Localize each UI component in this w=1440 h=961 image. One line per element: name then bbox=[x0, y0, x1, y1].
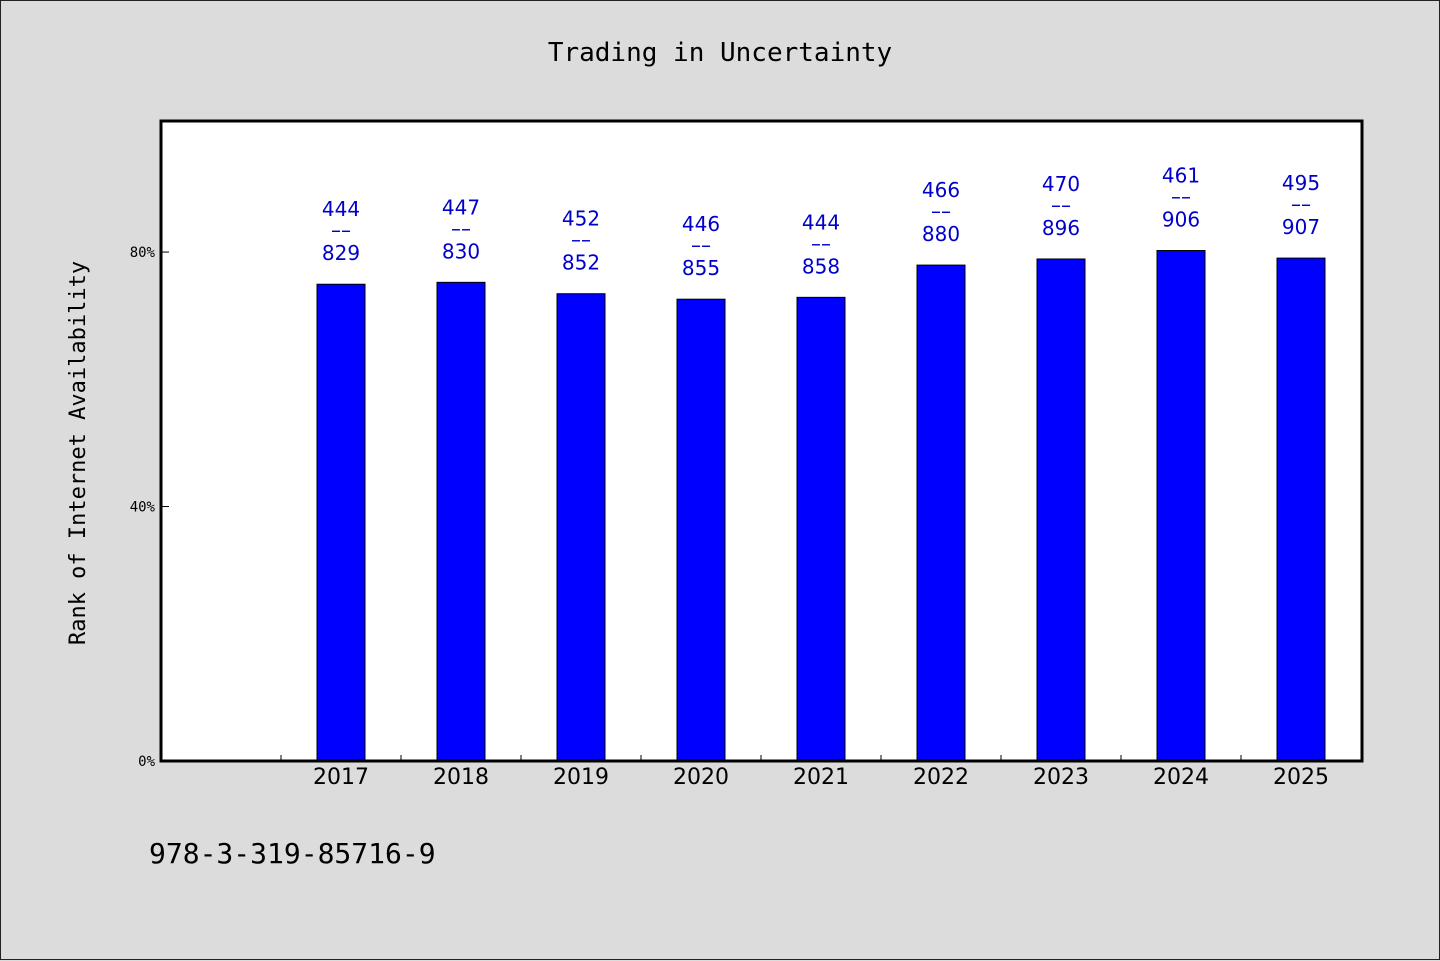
data-label-separator-2021: –– bbox=[811, 231, 831, 255]
x-tick-label-2019: 2019 bbox=[553, 765, 609, 790]
chart-title: Trading in Uncertainty bbox=[548, 38, 892, 68]
bar-2017 bbox=[316, 283, 366, 762]
bar-2022 bbox=[916, 264, 966, 762]
x-tick-label-2021: 2021 bbox=[793, 765, 849, 790]
y-tick-label-40%: 40% bbox=[130, 500, 156, 516]
data-label-bottom-2019: 852 bbox=[562, 251, 600, 275]
x-tick-label-2023: 2023 bbox=[1033, 765, 1089, 790]
data-label-top-2023: 470 bbox=[1042, 172, 1080, 196]
data-label-top-2018: 447 bbox=[442, 195, 480, 219]
data-label-top-2020: 446 bbox=[682, 212, 720, 236]
data-label-bottom-2025: 907 bbox=[1282, 215, 1320, 239]
data-label-bottom-2018: 830 bbox=[442, 239, 480, 263]
bar-2024 bbox=[1156, 250, 1206, 762]
bar-2019 bbox=[556, 293, 606, 762]
bar-2021 bbox=[796, 296, 846, 762]
data-label-top-2017: 444 bbox=[322, 197, 360, 221]
data-label-bottom-2021: 858 bbox=[802, 254, 840, 278]
data-label-bottom-2023: 896 bbox=[1042, 216, 1080, 240]
x-tick-label-2018: 2018 bbox=[433, 765, 489, 790]
data-label-separator-2023: –– bbox=[1051, 193, 1071, 217]
y-tick-label-0%: 0% bbox=[138, 754, 155, 770]
bar-2020 bbox=[676, 298, 726, 762]
data-label-separator-2019: –– bbox=[571, 228, 591, 252]
y-tick-label-80%: 80% bbox=[130, 245, 156, 261]
data-label-bottom-2020: 855 bbox=[682, 256, 720, 280]
bar-2025 bbox=[1276, 257, 1326, 762]
data-label-separator-2024: –– bbox=[1171, 185, 1191, 209]
x-tick-label-2024: 2024 bbox=[1153, 765, 1209, 790]
data-label-top-2022: 466 bbox=[922, 178, 960, 202]
data-label-separator-2025: –– bbox=[1291, 192, 1311, 216]
data-labels-group: 444––829447––830452––852446––855444––858… bbox=[322, 164, 1320, 281]
x-tick-label-2025: 2025 bbox=[1273, 765, 1329, 790]
bar-2023 bbox=[1036, 258, 1086, 762]
x-tick-label-2020: 2020 bbox=[673, 765, 729, 790]
bar-2018 bbox=[436, 281, 486, 762]
x-axis: 2017 2018 2019 2020 2021 2022 2023 2024 2025 bbox=[280, 755, 1362, 790]
data-label-top-2019: 452 bbox=[562, 207, 600, 231]
data-label-separator-2022: –– bbox=[931, 199, 951, 223]
isbn-text: 978-3-319-85716-9 bbox=[149, 837, 436, 870]
y-axis-label: Rank of Internet Availability bbox=[66, 261, 91, 645]
data-label-top-2025: 495 bbox=[1282, 171, 1320, 195]
data-label-bottom-2024: 906 bbox=[1162, 208, 1200, 232]
bars-group bbox=[316, 250, 1326, 762]
data-label-separator-2020: –– bbox=[691, 233, 711, 257]
data-label-top-2024: 461 bbox=[1162, 164, 1200, 188]
x-tick-label-2017: 2017 bbox=[313, 765, 369, 790]
data-label-separator-2018: –– bbox=[451, 216, 471, 240]
data-label-bottom-2017: 829 bbox=[322, 241, 360, 265]
data-label-top-2021: 444 bbox=[802, 210, 840, 234]
x-tick-label-2022: 2022 bbox=[913, 765, 969, 790]
data-label-bottom-2022: 880 bbox=[922, 222, 960, 246]
data-label-separator-2017: –– bbox=[331, 218, 351, 242]
y-axis: 0% 40% 80% bbox=[130, 245, 169, 770]
